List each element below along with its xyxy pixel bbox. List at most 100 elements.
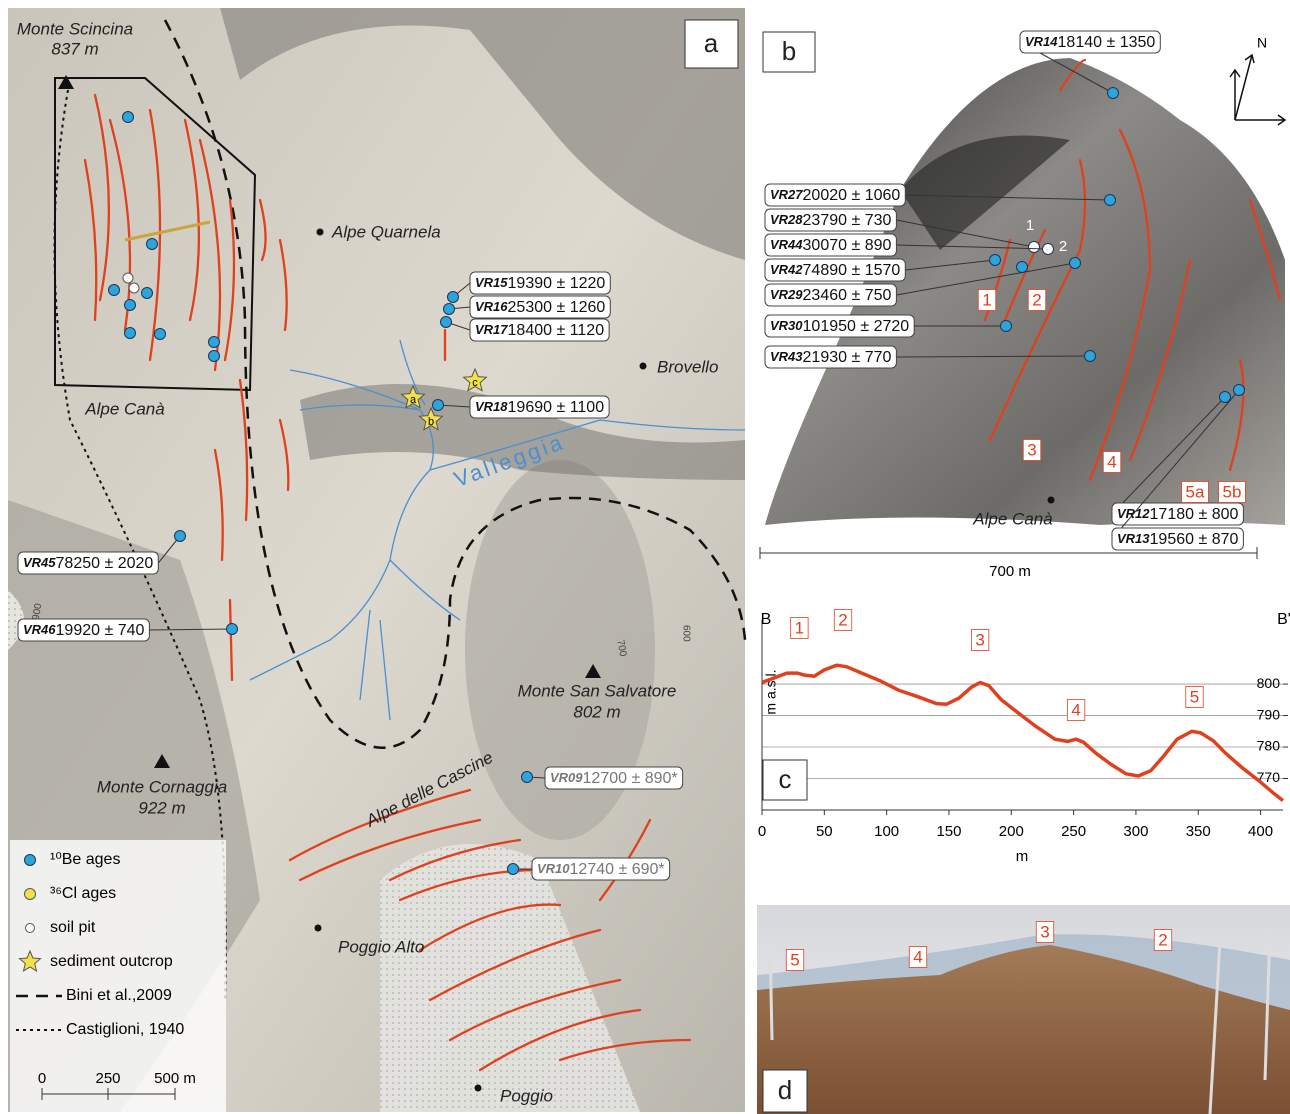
sample-label: VR4578250 ± 2020: [23, 555, 153, 572]
panel-letter: d: [778, 1075, 792, 1105]
place-label: 837 m: [51, 39, 98, 58]
sample-age: 23790 ± 730: [803, 212, 892, 229]
place-dot: [1048, 497, 1055, 504]
sample-age: 21930 ± 770: [803, 349, 892, 366]
x-tick-label: 400: [1248, 823, 1273, 840]
sample-id: VR13: [1117, 531, 1150, 546]
panel-d: d: [757, 905, 1290, 1114]
place-label: Monte San Salvatore: [518, 681, 677, 700]
sample-age: 19560 ± 870: [1150, 531, 1239, 548]
place-dot: [317, 229, 324, 236]
number-label: 3: [1040, 922, 1049, 941]
pit-label: 2: [1059, 238, 1067, 255]
sample-dot: [1070, 258, 1081, 269]
sample-age: 30070 ± 890: [803, 237, 892, 254]
panel-letter: c: [779, 764, 792, 794]
sample-id: VR45: [23, 555, 56, 570]
north-arrow: [1230, 55, 1285, 125]
x-axis-label: m: [1016, 848, 1029, 865]
dot: [125, 300, 136, 311]
dot: [125, 328, 136, 339]
dot: [123, 112, 134, 123]
sample-label: VR30101950 ± 2720: [770, 318, 909, 335]
sample-label: VR4619920 ± 740: [23, 622, 144, 639]
sample-age: 19390 ± 1220: [508, 275, 606, 292]
sample-dot: [441, 317, 452, 328]
dot: [109, 285, 120, 296]
x-tick-label: 200: [999, 823, 1024, 840]
figure: a b N 700 m Alpe Canà 770780790800050100…: [0, 0, 1290, 1114]
y-tick-label: 780: [1257, 738, 1281, 754]
sample-id: VR10: [537, 861, 570, 876]
pit: [129, 283, 139, 293]
place-label: Monte Cornaggia: [97, 777, 227, 796]
legend-label: Castiglioni, 1940: [66, 1021, 184, 1038]
number-label: 1: [982, 290, 991, 309]
x-tick-label: 0: [758, 823, 766, 840]
sample-age: 78250 ± 2020: [56, 555, 154, 572]
place-label: Poggio Alto: [338, 937, 424, 956]
sample-id: VR15: [475, 275, 508, 290]
outcrop-label: a: [410, 394, 417, 406]
legend-label: ³⁶Cl ages: [50, 885, 116, 902]
sample: VR0912700 ± 890*: [522, 767, 683, 789]
x-tick-label: 250: [1061, 823, 1086, 840]
pit-label: 1: [1026, 217, 1034, 234]
sample-dot: [1108, 88, 1119, 99]
y-tick-label: 790: [1257, 706, 1281, 722]
profile-start: B: [761, 611, 772, 628]
legend-label: ¹⁰Be ages: [50, 851, 120, 868]
profile-end: B': [1277, 611, 1290, 628]
number-label: 2: [1158, 930, 1167, 949]
sample-label: VR1519390 ± 1220: [475, 275, 605, 292]
place-dot: [315, 925, 322, 932]
page: { "panel_a": { "letter": "a", "places": …: [0, 0, 1290, 1114]
legend-symbol: [25, 855, 36, 866]
sample-dot: [1105, 195, 1116, 206]
sample-id: VR09: [550, 770, 583, 785]
sample-label: VR1418140 ± 1350: [1025, 34, 1155, 51]
legend-symbol: [25, 889, 36, 900]
sample-id: VR27: [770, 187, 803, 202]
number-label: 5b: [1223, 482, 1242, 501]
sample-age: 17180 ± 800: [1150, 506, 1239, 523]
sample-label: VR1718400 ± 1120: [475, 322, 604, 339]
sample-age: 25300 ± 1260: [508, 299, 606, 316]
dot: [209, 351, 220, 362]
dot: [147, 239, 158, 250]
number-label: 5: [790, 950, 799, 969]
legend-symbol: [26, 924, 35, 933]
sample-id: VR17: [475, 322, 508, 337]
sample-age: 18140 ± 1350: [1058, 34, 1156, 51]
sample-dot: [433, 400, 444, 411]
sample-id: VR29: [770, 287, 803, 302]
sample-dot: [1220, 392, 1231, 403]
sample-dot: [1043, 244, 1054, 255]
number-label: 4: [1071, 700, 1080, 719]
sample-dot: [990, 255, 1001, 266]
scale-label: 700 m: [989, 563, 1031, 580]
sample-id: VR18: [475, 399, 508, 414]
place-label: Alpe Quarnela: [331, 222, 441, 241]
sample-label: VR4430070 ± 890: [770, 237, 891, 254]
scale-label: 0: [38, 1070, 46, 1087]
sample-age: 74890 ± 1570: [803, 262, 901, 279]
contour-label: 600: [680, 625, 691, 642]
sample-label: VR1819690 ± 1100: [475, 399, 604, 416]
number-label: 4: [913, 947, 922, 966]
sample-age: 23460 ± 750: [803, 287, 892, 304]
sample-dot: [1001, 321, 1012, 332]
x-tick-label: 100: [874, 823, 899, 840]
dot: [155, 329, 166, 340]
x-tick-label: 150: [936, 823, 961, 840]
pit: [123, 273, 133, 283]
place-label: Poggio: [500, 1086, 553, 1105]
place-dot: [640, 363, 647, 370]
place-label: Alpe Canà: [84, 399, 164, 418]
sample-id: VR43: [770, 349, 803, 364]
sample-dot: [1234, 385, 1245, 396]
sample-label: VR4274890 ± 1570: [770, 262, 900, 279]
sample-id: VR28: [770, 212, 803, 227]
number-label: 5: [1190, 687, 1199, 706]
panel-letter: a: [704, 28, 719, 58]
